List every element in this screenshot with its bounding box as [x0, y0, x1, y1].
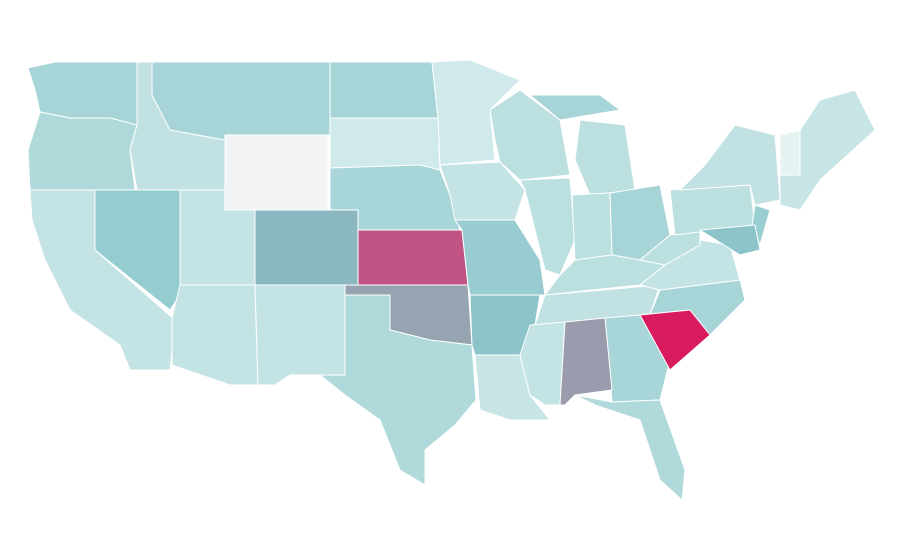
- state: [454, 219, 546, 296]
- state: [171, 284, 259, 386]
- state: [559, 317, 613, 406]
- state: [679, 124, 781, 206]
- state: [571, 192, 613, 261]
- state: [151, 61, 331, 141]
- state: [574, 394, 686, 501]
- state: [639, 229, 701, 266]
- state: [431, 59, 521, 166]
- state: [639, 309, 711, 371]
- state: [699, 224, 761, 256]
- state: [224, 134, 329, 211]
- state: [254, 209, 359, 286]
- state: [529, 94, 621, 121]
- state: [574, 119, 636, 196]
- state: [357, 229, 469, 286]
- state: [329, 117, 441, 171]
- state: [329, 61, 439, 119]
- state: [489, 89, 571, 181]
- state: [319, 294, 477, 486]
- state: [27, 111, 138, 191]
- state: [779, 129, 801, 176]
- state: [254, 284, 346, 386]
